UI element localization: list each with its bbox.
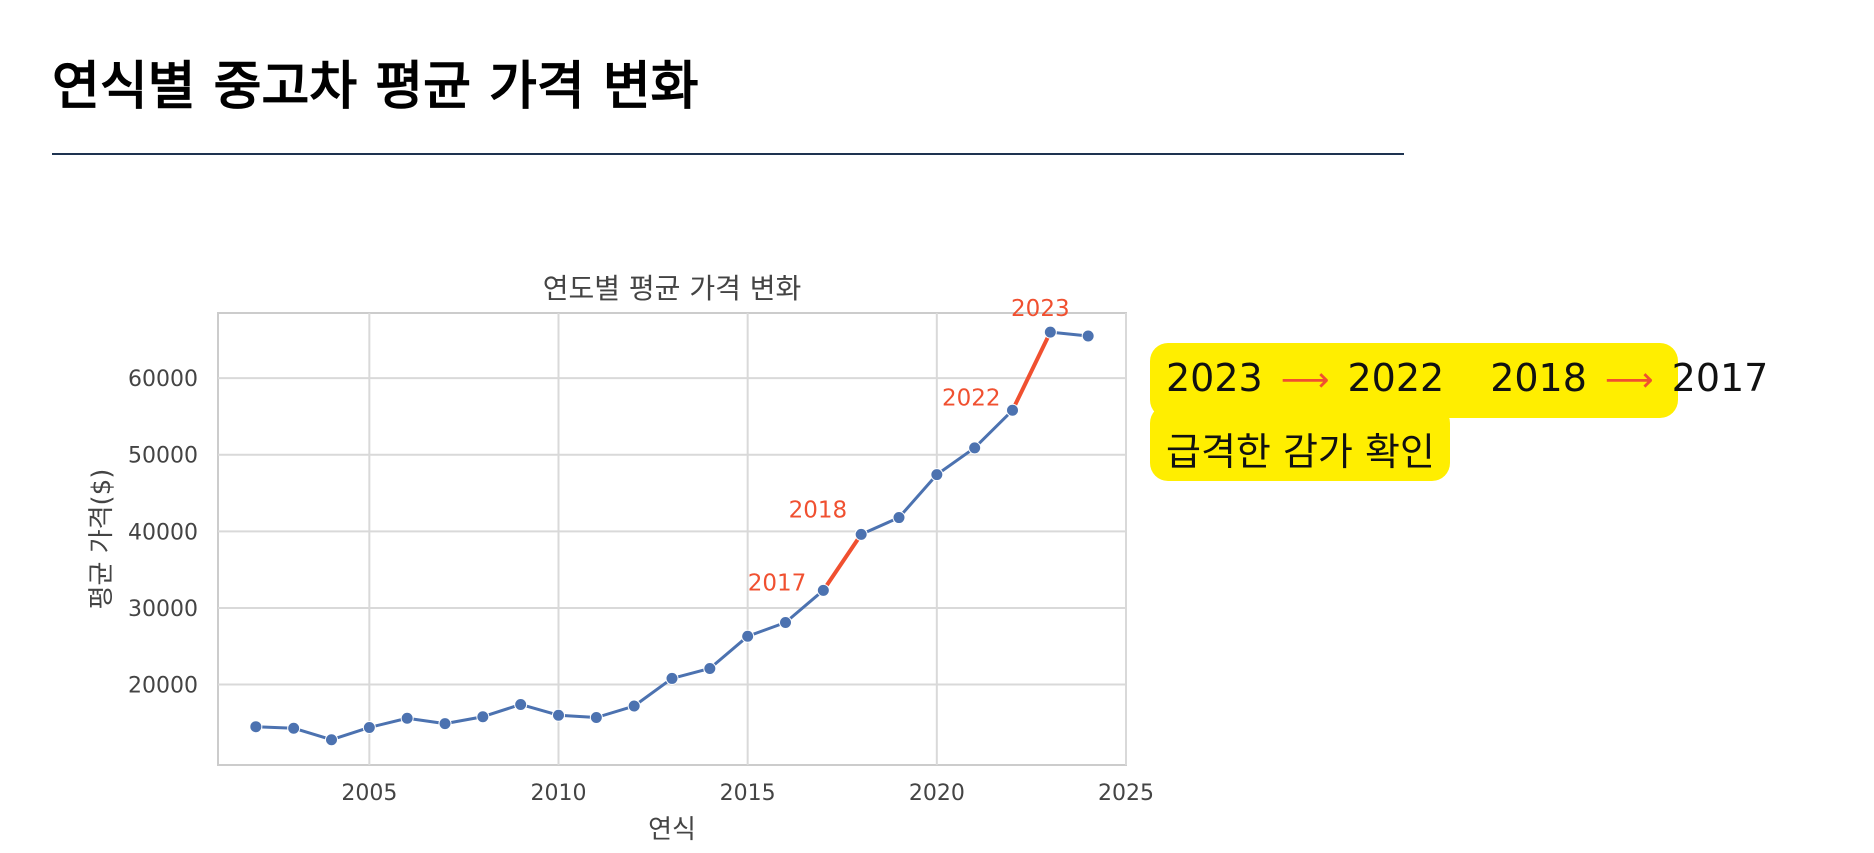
line-segment: [519, 702, 560, 717]
data-point: [930, 468, 944, 482]
arrow-right-icon: ⟶: [1604, 360, 1654, 400]
line-segment: [292, 726, 333, 742]
y-tick-label: 20000: [128, 674, 198, 699]
data-point: [325, 733, 338, 747]
data-point: [476, 710, 490, 724]
line-segment: [632, 676, 674, 708]
callout-pair1-from: 2023: [1166, 356, 1263, 400]
x-tick-label: 2010: [531, 781, 587, 806]
line-segment: [935, 446, 977, 477]
callout-pair2-to: 2017: [1671, 356, 1769, 400]
data-point: [287, 721, 301, 735]
plot-area: [217, 312, 1127, 766]
arrow-right-icon: ⟶: [1280, 360, 1330, 400]
line-segment: [897, 473, 939, 520]
annotations: 2023 2022 2018 2017: [748, 296, 1070, 596]
data-point: [1006, 403, 1019, 417]
callout-text: 급격한 감가 확인: [1166, 430, 1435, 474]
line-segment: [708, 634, 750, 670]
data-point: [627, 699, 641, 713]
data-point: [552, 708, 565, 722]
annotation-label: 2023: [1011, 296, 1070, 322]
callout-pair2-from: 2018: [1490, 356, 1587, 400]
line-segment: [973, 408, 1014, 450]
callout-year-pairs: 2023 ⟶ 2022 2018 ⟶ 2017: [1166, 356, 1768, 400]
callout-pair1-to: 2022: [1347, 356, 1445, 400]
x-tick-label: 2020: [909, 781, 965, 806]
data-point: [438, 717, 452, 731]
chart-title: 연도별 평균 가격 변화: [543, 272, 802, 305]
data-point: [514, 697, 528, 711]
data-point: [1081, 329, 1095, 343]
y-tick-label: 50000: [128, 444, 198, 469]
line-segment: [330, 725, 371, 742]
highlighted-segment: [821, 532, 864, 593]
annotation-label: 2017: [748, 570, 807, 596]
grid-lines: [218, 313, 1127, 765]
x-tick-label: 2025: [1098, 781, 1154, 806]
data-point: [741, 629, 755, 643]
annotation-label: 2018: [789, 497, 848, 523]
data-point: [892, 511, 906, 525]
callout-highlight-bottom: [1150, 405, 1450, 481]
data-point: [589, 711, 603, 725]
data-point: [1043, 325, 1057, 339]
y-tick-label: 60000: [128, 367, 198, 392]
tick-labels: 2005 2010 2015 2020 2025 20000 30000 40000 50000…: [128, 367, 1154, 806]
line-segment: [594, 704, 636, 720]
data-point: [665, 671, 679, 685]
line-segment: [784, 588, 825, 625]
y-axis-label: 평균 가격($): [87, 469, 117, 610]
line-segment: [670, 666, 712, 680]
data-point: [779, 616, 792, 630]
y-tick-label: 30000: [128, 597, 198, 622]
title-divider: [52, 153, 1404, 155]
data-point: [249, 720, 263, 734]
x-tick-label: 2005: [341, 781, 397, 806]
data-point: [362, 720, 376, 734]
data-point: [816, 583, 830, 597]
line-segment: [481, 702, 523, 719]
line-segment: [746, 621, 787, 638]
line-segment: [859, 516, 901, 536]
page-title: 연식별 중고차 평균 가격 변화: [52, 57, 699, 117]
data-line: [254, 330, 1090, 742]
y-tick-label: 40000: [128, 520, 198, 545]
data-point: [400, 711, 414, 725]
data-point: [703, 661, 717, 675]
x-tick-label: 2015: [720, 781, 776, 806]
highlighted-segment: [1010, 330, 1053, 413]
x-axis-label: 연식: [648, 815, 696, 845]
data-points: [249, 325, 1095, 747]
data-point: [854, 527, 868, 541]
data-point: [968, 441, 982, 455]
annotation-label: 2022: [942, 385, 1001, 411]
